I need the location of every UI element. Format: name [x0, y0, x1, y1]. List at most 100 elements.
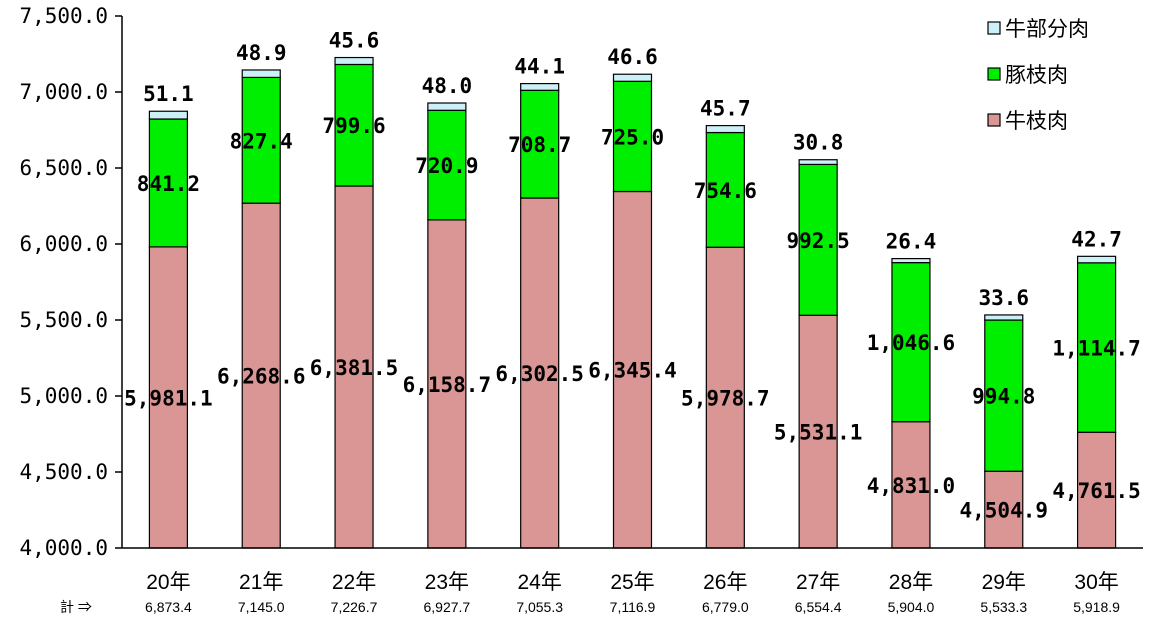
- x-category-label: 27年: [796, 571, 840, 594]
- x-category-label: 22年: [332, 571, 376, 594]
- x-category-label: 21年: [239, 571, 283, 594]
- bar-value-label: 754.6: [694, 179, 757, 203]
- legend-label: 豚枝肉: [1005, 64, 1068, 87]
- bar-segment: [705, 131, 745, 248]
- legend-swatch: [987, 113, 1001, 127]
- bar-value-label: 4,831.0: [867, 474, 956, 498]
- bar-value-label: 45.6: [329, 29, 380, 53]
- total-label: 5,918.9: [1073, 599, 1120, 615]
- y-tick-label: 5,500.0: [19, 308, 108, 332]
- bar-segment: [334, 185, 374, 549]
- bar-segment: [427, 102, 467, 111]
- bar-value-label: 708.7: [508, 133, 571, 157]
- y-tick-label: 7,500.0: [19, 4, 108, 28]
- bar-segment: [427, 219, 467, 549]
- x-category-label: 20年: [146, 571, 190, 594]
- bar-segment: [798, 163, 838, 316]
- bar-segment: [984, 470, 1024, 549]
- x-category-label: 24年: [518, 571, 562, 594]
- legend-label: 牛部分肉: [1005, 18, 1089, 41]
- bar-value-label: 30.8: [793, 131, 844, 155]
- bar-value-label: 5,978.7: [681, 387, 770, 411]
- bar-value-label: 6,158.7: [403, 373, 492, 397]
- bar-value-label: 26.4: [886, 230, 937, 254]
- bar-segment: [891, 262, 931, 423]
- y-tick-label: 6,500.0: [19, 156, 108, 180]
- total-label: 6,927.7: [424, 599, 471, 615]
- y-tick-label: 4,500.0: [19, 460, 108, 484]
- bar-value-label: 33.6: [978, 286, 1029, 310]
- total-label: 5,533.3: [980, 599, 1027, 615]
- bar-segment: [1076, 255, 1117, 264]
- value-labels-layer: 5,981.1 841.2 51.1 6,268.6 827.4 48.9 6,381.5 7…: [124, 29, 1141, 523]
- bar-value-label: 827.4: [230, 129, 293, 153]
- bar-segment: [427, 109, 467, 221]
- bar-segment: [612, 80, 653, 193]
- bar-segment: [334, 56, 374, 66]
- bar-segment: [520, 82, 560, 91]
- y-tick-label: 7,000.0: [19, 80, 108, 104]
- x-category-label: 26年: [703, 571, 747, 594]
- bar-segment: [148, 118, 189, 248]
- total-label: 6,873.4: [145, 599, 192, 615]
- legend-swatch: [987, 21, 1001, 35]
- bar-value-label: 799.6: [322, 114, 385, 138]
- bar-value-label: 46.6: [607, 45, 658, 69]
- bar-value-label: 841.2: [137, 172, 200, 196]
- bar-value-label: 42.7: [1071, 227, 1122, 251]
- bar-segment: [612, 73, 653, 82]
- total-label: 7,055.3: [516, 599, 563, 615]
- x-axis: 20年 6,873.4 21年 7,145.0 22年 7,226.7 23年 6,927.7…: [60, 547, 1143, 615]
- bar-value-label: 1,046.6: [867, 331, 956, 355]
- total-label: 7,145.0: [238, 599, 285, 615]
- bar-segment: [241, 76, 281, 204]
- bar-value-label: 6,302.5: [495, 362, 584, 386]
- bar-segment: [241, 69, 281, 79]
- bar-value-label: 1,114.7: [1052, 337, 1141, 361]
- bar-value-label: 720.9: [415, 154, 478, 178]
- x-category-label: 30年: [1074, 571, 1118, 594]
- bar-value-label: 994.8: [972, 385, 1035, 409]
- bar-segment: [798, 159, 838, 166]
- bar-segment: [1076, 262, 1117, 433]
- legend-background: [975, 6, 1143, 158]
- totals-row-label: 計 ⇒: [60, 599, 92, 615]
- bar-segment: [984, 314, 1024, 321]
- bar-value-label: 4,761.5: [1052, 479, 1141, 503]
- y-tick-label: 5,000.0: [19, 384, 108, 408]
- y-tick-label: 4,000.0: [19, 536, 108, 560]
- bar-value-label: 5,531.1: [774, 421, 863, 445]
- bar-value-label: 725.0: [601, 125, 664, 149]
- total-label: 7,116.9: [610, 599, 656, 615]
- x-category-label: 29年: [982, 571, 1026, 594]
- bar-value-label: 6,381.5: [310, 356, 399, 380]
- bar-segment: [148, 246, 189, 549]
- x-category-label: 28年: [889, 571, 933, 594]
- bar-segment: [984, 319, 1024, 472]
- bar-value-label: 6,268.6: [217, 365, 306, 389]
- bar-segment: [520, 89, 560, 199]
- y-tick-label: 6,000.0: [19, 232, 108, 256]
- total-label: 5,904.0: [888, 599, 935, 615]
- bar-segment: [798, 314, 838, 549]
- total-label: 7,226.7: [331, 599, 378, 615]
- bar-value-label: 5,981.1: [124, 386, 213, 410]
- x-category-label: 23年: [425, 571, 469, 594]
- legend-label: 牛枝肉: [1005, 110, 1068, 133]
- x-category-label: 25年: [610, 571, 654, 594]
- total-label: 6,779.0: [702, 599, 749, 615]
- bar-value-label: 6,345.4: [588, 359, 677, 383]
- bar-value-label: 48.9: [236, 41, 287, 65]
- total-label: 6,554.4: [795, 599, 842, 615]
- bars-layer: [148, 56, 1117, 549]
- y-axis: 4,000.0 4,500.0 5,000.0 5,500.0 6,000.0 6,500…: [19, 4, 123, 560]
- bar-value-label: 51.1: [143, 82, 194, 106]
- bar-segment: [891, 257, 931, 264]
- bar-segment: [520, 197, 560, 549]
- bar-value-label: 45.7: [700, 97, 751, 121]
- legend-swatch: [987, 67, 1001, 81]
- bar-value-label: 992.5: [787, 229, 850, 253]
